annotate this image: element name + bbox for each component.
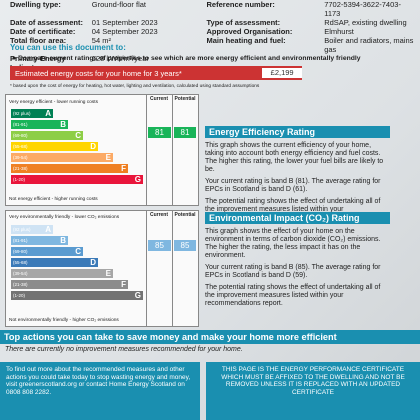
environmental-impact-p2: Your current rating is band B (85). The … [205, 264, 381, 279]
band-range: (81-91) [13, 122, 28, 127]
energy-efficiency-chart: Very energy efficient - lower running co… [5, 94, 199, 206]
energy-cost-bar: Estimated energy costs for your home for… [10, 66, 302, 80]
band-letter: B [60, 120, 66, 129]
band-range: (69-80) [13, 133, 28, 138]
env-band-a: (92 plus) A [11, 225, 53, 234]
cost-footnote: * based upon the cost of energy for heat… [10, 84, 260, 89]
environmental-impact-p3: The potential rating shows the effect of… [205, 284, 381, 307]
use-document-title: You can use this document to: [10, 43, 126, 52]
certificate-header: Dwelling type: Ground-floor flat Reference… [10, 0, 414, 72]
top-actions-title: Top actions you can take to save money a… [0, 330, 420, 344]
band-letter: C [75, 131, 81, 140]
env-potential-arrow: 85 [174, 240, 196, 251]
env-band-g: (1-20) G [11, 291, 143, 300]
env-top-note: Very environmentally friendly - lower CO… [9, 215, 120, 220]
band-letter: B [60, 236, 66, 245]
env-band-f: (21-38) F [11, 280, 128, 289]
energy-potential-header: Potential [174, 96, 196, 102]
band-range: (69-80) [13, 249, 28, 254]
env-bottom-note: Not environmentally friendly - higher CO… [9, 318, 119, 323]
header-l2: Type of assessment: [206, 18, 281, 27]
band-letter: D [90, 258, 96, 267]
energy-band-f: (21-38) F [11, 164, 128, 173]
more-info-box: To find out more about the recommended m… [0, 362, 200, 420]
band-letter: C [75, 247, 81, 256]
env-current-arrow: 85 [148, 240, 171, 251]
header-v1: Ground-floor flat [91, 0, 146, 9]
band-letter: F [121, 280, 126, 289]
header-l2: Reference number: [206, 0, 275, 9]
energy-current-arrow: 81 [148, 127, 171, 138]
band-range: (81-91) [13, 238, 28, 243]
env-band-b: (81-91) B [11, 236, 68, 245]
header-v1: 54 m² [91, 36, 111, 45]
band-letter: F [121, 164, 126, 173]
header-l1: Date of certificate: [10, 27, 76, 36]
environmental-impact-text: Environmental Impact (CO₂) Rating This g… [205, 212, 390, 308]
env-potential-header: Potential [174, 212, 196, 218]
env-current-header: Current [149, 212, 169, 218]
header-l1: Total floor area: [10, 36, 67, 45]
energy-band-b: (81-91) B [11, 120, 68, 129]
band-letter: E [105, 153, 111, 162]
band-range: (92 plus) [13, 111, 31, 116]
energy-band-a: (92 plus) A [11, 109, 53, 118]
header-row: Dwelling type: Ground-floor flat Reference… [10, 0, 414, 18]
band-letter: A [45, 225, 51, 234]
header-v1: 128 kWh/m²/year [91, 54, 149, 63]
header-v1: 04 September 2023 [91, 27, 158, 36]
energy-efficiency-p1: This graph shows the current efficiency … [205, 142, 384, 173]
no-improvements-text: There are currently no improvement measu… [5, 346, 243, 353]
band-range: (39-54) [13, 271, 28, 276]
header-l1: Date of assessment: [10, 18, 83, 27]
energy-band-e: (39-54) E [11, 153, 113, 162]
header-row: Date of certificate: 04 September 2023 App… [10, 27, 414, 36]
energy-band-g: (1-20) G [11, 175, 143, 184]
env-band-e: (39-54) E [11, 269, 113, 278]
header-l1: Dwelling type: [10, 0, 61, 9]
band-range: (55-68) [13, 144, 28, 149]
energy-efficiency-title: Energy Efficiency Rating [205, 126, 390, 138]
certificate-notice-box: THIS PAGE IS THE ENERGY PERFORMANCE CERT… [206, 362, 420, 420]
header-l2: Main heating and fuel: [206, 36, 286, 45]
energy-band-d: (55-68) D [11, 142, 98, 151]
header-v2: 7702-5394-3622-7403-1173 [324, 0, 401, 18]
env-band-c: (69-80) C [11, 247, 83, 256]
band-range: (39-54) [13, 155, 28, 160]
energy-efficiency-p2: Your current rating is band B (81). The … [205, 178, 381, 193]
band-range: (21-38) [13, 282, 28, 287]
energy-bottom-note: Not energy efficient - higher running co… [9, 197, 98, 202]
band-range: (1-20) [13, 293, 26, 298]
band-range: (1-20) [13, 177, 26, 182]
environmental-impact-p1: This graph shows the effect of your home… [205, 228, 381, 259]
header-row: Total floor area: 54 m² Main heating and f… [10, 36, 414, 54]
header-v2: Boiler and radiators, mains gas [324, 36, 414, 54]
band-range: (92 plus) [13, 227, 31, 232]
energy-cost-label: Estimated energy costs for your home for… [15, 68, 182, 78]
energy-potential-arrow: 81 [174, 127, 196, 138]
band-letter: G [134, 175, 141, 184]
band-letter: D [90, 142, 96, 151]
energy-current-header: Current [149, 96, 169, 102]
band-letter: E [105, 269, 111, 278]
band-range: (21-38) [13, 166, 28, 171]
energy-top-note: Very energy efficient - lower running co… [9, 100, 98, 105]
band-letter: A [45, 109, 51, 118]
header-row: Date of assessment: 01 September 2023 Type… [10, 18, 414, 27]
compare-bullet: ● Compare current ratings of properties … [12, 55, 361, 62]
header-v2: Elmhurst [324, 27, 354, 36]
header-l2: Approved Organisation: [206, 27, 293, 36]
environmental-impact-title: Environmental Impact (CO₂) Rating [205, 212, 390, 224]
energy-efficiency-text: Energy Efficiency Rating This graph show… [205, 126, 390, 222]
environmental-impact-chart: Very environmentally friendly - lower CO… [5, 210, 199, 327]
header-v2: RdSAP, existing dwelling [324, 18, 407, 27]
header-v1: 01 September 2023 [91, 18, 158, 27]
band-range: (55-68) [13, 260, 28, 265]
energy-cost-value: £2,199 [262, 68, 302, 78]
env-band-d: (55-68) D [11, 258, 98, 267]
band-letter: G [134, 291, 141, 300]
energy-band-c: (69-80) C [11, 131, 83, 140]
